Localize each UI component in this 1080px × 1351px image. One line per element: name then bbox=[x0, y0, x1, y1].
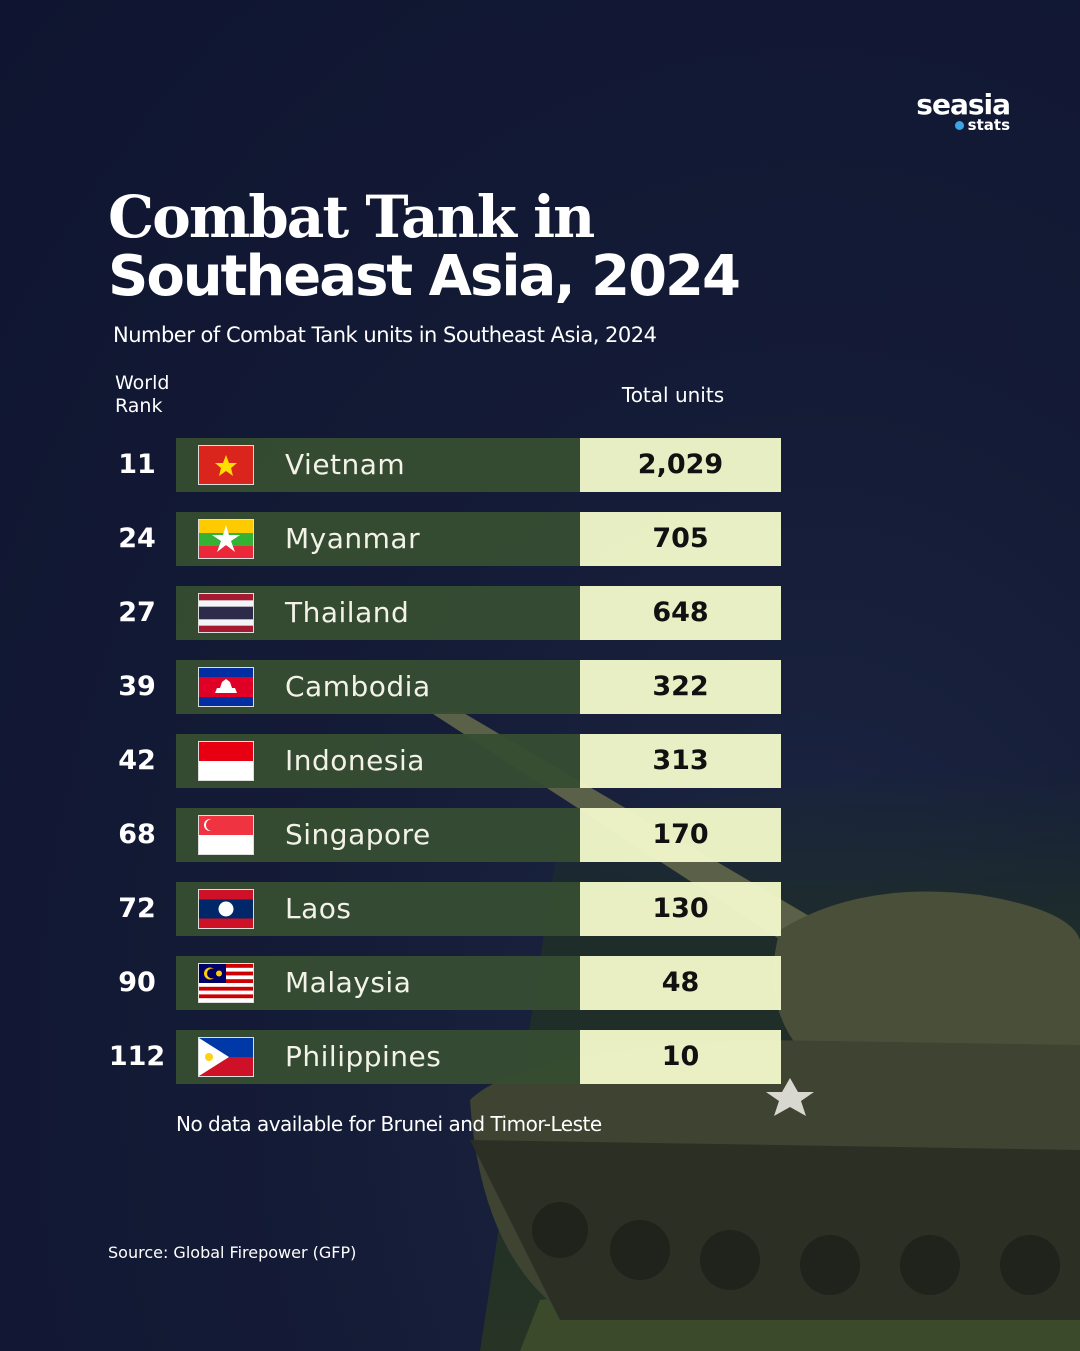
rank: 11 bbox=[118, 449, 156, 480]
table-row: 42 Indonesia 313 bbox=[0, 734, 1080, 788]
flag bbox=[198, 741, 254, 781]
units-cell: 705 bbox=[580, 512, 781, 566]
country-cell: Cambodia bbox=[176, 660, 580, 714]
country-name: Myanmar bbox=[285, 522, 421, 555]
title-line: Southeast Asia, 2024 bbox=[108, 244, 741, 309]
table-row: 27 Thailand 648 bbox=[0, 586, 1080, 640]
country-name: Thailand bbox=[285, 596, 410, 629]
brand-sub: stats bbox=[880, 116, 1010, 134]
subtitle: Number of Combat Tank units in Southeast… bbox=[113, 323, 657, 347]
rank: 112 bbox=[108, 1041, 166, 1072]
rank: 90 bbox=[118, 967, 156, 998]
table-row: 112 Philippines 10 bbox=[0, 1030, 1080, 1084]
flag bbox=[198, 889, 254, 929]
units-cell: 648 bbox=[580, 586, 781, 640]
country-name: Vietnam bbox=[285, 448, 406, 481]
table-row: 68 Singapore 170 bbox=[0, 808, 1080, 862]
units-cell: 313 bbox=[580, 734, 781, 788]
table-row: 11 Vietnam 2,029 bbox=[0, 438, 1080, 492]
rank: 39 bbox=[118, 671, 156, 702]
units-cell: 170 bbox=[580, 808, 781, 862]
country-name: Laos bbox=[285, 892, 352, 925]
units-cell: 48 bbox=[580, 956, 781, 1010]
source: Source: Global Firepower (GFP) bbox=[108, 1243, 357, 1262]
rank: 68 bbox=[118, 819, 156, 850]
country-cell: Myanmar bbox=[176, 512, 580, 566]
units-cell: 2,029 bbox=[580, 438, 781, 492]
rank: 27 bbox=[118, 597, 156, 628]
table-row: 24 Myanmar 705 bbox=[0, 512, 1080, 566]
country-name: Malaysia bbox=[285, 966, 412, 999]
country-cell: Singapore bbox=[176, 808, 580, 862]
rank: 24 bbox=[118, 523, 156, 554]
brand-name: seasia bbox=[916, 88, 1011, 121]
flag bbox=[198, 815, 254, 855]
note: No data available for Brunei and Timor-L… bbox=[176, 1112, 602, 1136]
country-cell: Indonesia bbox=[176, 734, 580, 788]
country-name: Indonesia bbox=[285, 744, 425, 777]
rank: 42 bbox=[118, 745, 156, 776]
country-name: Philippines bbox=[285, 1040, 442, 1073]
country-name: Cambodia bbox=[285, 670, 431, 703]
country-cell: Vietnam bbox=[176, 438, 580, 492]
column-header: Total units bbox=[621, 383, 725, 407]
flag bbox=[198, 963, 254, 1003]
flag bbox=[198, 1037, 254, 1077]
units-cell: 322 bbox=[580, 660, 781, 714]
column-header: World Rank bbox=[115, 372, 170, 417]
country-cell: Thailand bbox=[176, 586, 580, 640]
units-cell: 130 bbox=[580, 882, 781, 936]
flag bbox=[198, 667, 254, 707]
table-row: 90 Malaysia 48 bbox=[0, 956, 1080, 1010]
flag bbox=[198, 593, 254, 633]
brand-sub-text: stats bbox=[967, 116, 1010, 134]
country-cell: Philippines bbox=[176, 1030, 580, 1084]
title-line: Combat Tank in bbox=[108, 183, 595, 251]
table-row: 39 Cambodia 322 bbox=[0, 660, 1080, 714]
flag bbox=[198, 519, 254, 559]
country-cell: Laos bbox=[176, 882, 580, 936]
table-row: 72 Laos 130 bbox=[0, 882, 1080, 936]
country-cell: Malaysia bbox=[176, 956, 580, 1010]
rank: 72 bbox=[118, 893, 156, 924]
flag bbox=[198, 445, 254, 485]
units-cell: 10 bbox=[580, 1030, 781, 1084]
country-name: Singapore bbox=[285, 818, 431, 851]
